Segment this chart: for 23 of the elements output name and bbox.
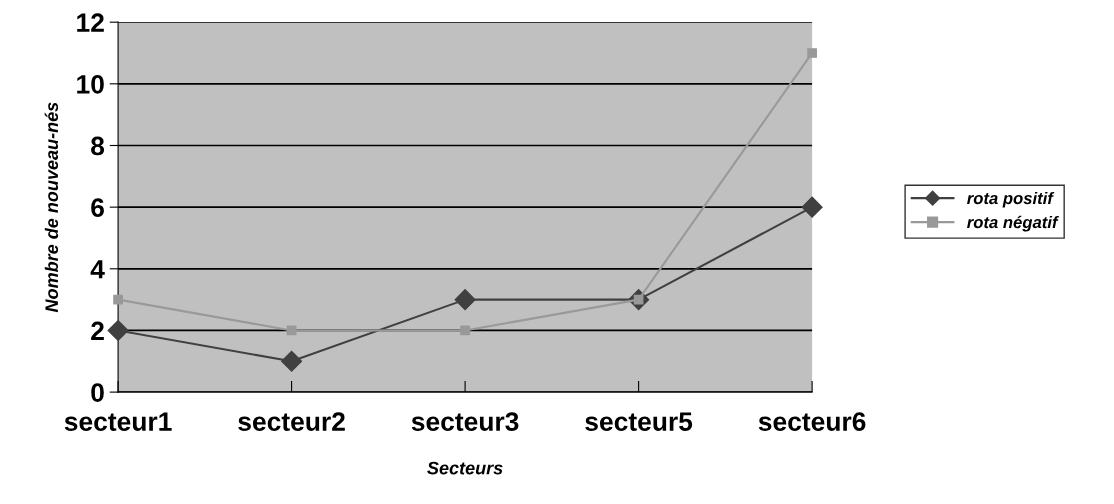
- x-tick-label: secteur2: [238, 412, 345, 431]
- point: [460, 325, 470, 336]
- x-tick-label: secteur6: [758, 412, 866, 431]
- legend-label: rota négatif: [967, 215, 1059, 232]
- y-tick-label: 0: [91, 383, 104, 402]
- point: [807, 48, 817, 58]
- point: [454, 289, 476, 311]
- x-tick-label: secteur3: [411, 412, 519, 431]
- y-axis-title: Nombre de nouveau-nés: [44, 102, 59, 313]
- y-tick-label: 10: [77, 74, 104, 94]
- point: [113, 294, 123, 305]
- y-tick-label: 12: [77, 13, 104, 32]
- y-tick-label: 2: [91, 321, 104, 341]
- y-tick-label: 8: [91, 136, 105, 156]
- point: [801, 196, 823, 218]
- x-tick-label: secteur5: [585, 412, 693, 431]
- y-tick-label: 6: [91, 198, 104, 217]
- point: [107, 319, 129, 341]
- legend-label: rota positif: [967, 191, 1055, 208]
- x-axis-title: Secteurs: [427, 461, 503, 475]
- y-tick-label: 4: [90, 260, 105, 279]
- point: [281, 350, 303, 372]
- x-tick-label: secteur1: [64, 412, 172, 431]
